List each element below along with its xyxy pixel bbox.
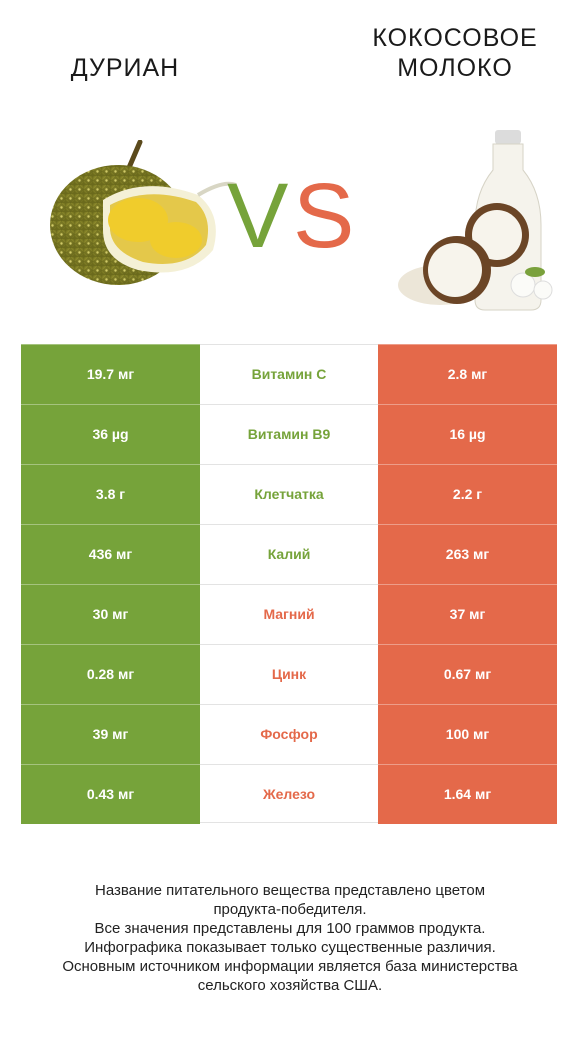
- right-value-cell: 16 µg: [378, 404, 557, 464]
- right-value-cell: 100 мг: [378, 704, 557, 764]
- table-row: 436 мг Калий 263 мг: [21, 524, 557, 584]
- table-row: 3.8 г Клетчатка 2.2 г: [21, 464, 557, 524]
- nutrient-name-cell: Калий: [200, 524, 378, 583]
- vs-s-letter: S: [293, 165, 354, 265]
- footer-line: Инфографика показывает только существенн…: [84, 939, 496, 956]
- right-value-cell: 263 мг: [378, 524, 557, 584]
- vs-v-letter: V: [227, 165, 288, 265]
- right-value-cell: 37 мг: [378, 584, 557, 644]
- footer-line: сельского хозяйства США.: [197, 977, 383, 994]
- footer-note: Название питательного вещества представл…: [20, 881, 560, 995]
- table-row: 30 мг Магний 37 мг: [21, 584, 557, 644]
- footer-line: Основным источником информации является …: [62, 958, 518, 975]
- footer-line: Все значения представлены для 100 граммо…: [94, 920, 486, 937]
- durian-image: [50, 140, 237, 285]
- left-value-cell: 0.28 мг: [21, 644, 200, 704]
- right-product-title: КОКОСОВОЕ МОЛОКО: [350, 23, 560, 83]
- table-row: 36 µg Витамин B9 16 µg: [21, 404, 557, 464]
- left-value-cell: 436 мг: [21, 524, 200, 584]
- nutrient-name-cell: Витамин B9: [200, 404, 378, 463]
- coconut-milk-image: [398, 130, 553, 311]
- left-product-title: ДУРИАН: [70, 54, 180, 82]
- footer-line: продукта-победителя.: [213, 901, 367, 918]
- nutrient-name-cell: Цинк: [200, 644, 378, 703]
- table-row: 0.28 мг Цинк 0.67 мг: [21, 644, 557, 704]
- left-value-cell: 39 мг: [21, 704, 200, 764]
- nutrient-name-cell: Клетчатка: [200, 464, 378, 523]
- table-row: 39 мг Фосфор 100 мг: [21, 704, 557, 764]
- right-product-title-line: КОКОСОВОЕ: [372, 24, 538, 52]
- table-row: 0.43 мг Железо 1.64 мг: [21, 764, 557, 824]
- vs-logo: V S: [227, 165, 354, 265]
- nutrient-name-cell: Фосфор: [200, 704, 378, 763]
- left-value-cell: 19.7 мг: [21, 344, 200, 404]
- right-product-title-line: МОЛОКО: [397, 54, 513, 82]
- right-value-cell: 2.8 мг: [378, 344, 557, 404]
- nutrient-name-cell: Витамин C: [200, 344, 378, 403]
- footer-line: Название питательного вещества представл…: [94, 882, 486, 899]
- nutrient-name-cell: Железо: [200, 764, 378, 823]
- right-value-cell: 0.67 мг: [378, 644, 557, 704]
- comparison-table: 19.7 мг Витамин C 2.8 мг 36 µg Витамин B9 16 …: [21, 344, 557, 824]
- right-value-cell: 2.2 г: [378, 464, 557, 524]
- left-value-cell: 36 µg: [21, 404, 200, 464]
- right-value-cell: 1.64 мг: [378, 764, 557, 824]
- table-row: 19.7 мг Витамин C 2.8 мг: [21, 344, 557, 404]
- left-value-cell: 0.43 мг: [21, 764, 200, 824]
- left-value-cell: 30 мг: [21, 584, 200, 644]
- left-value-cell: 3.8 г: [21, 464, 200, 524]
- nutrient-name-cell: Магний: [200, 584, 378, 643]
